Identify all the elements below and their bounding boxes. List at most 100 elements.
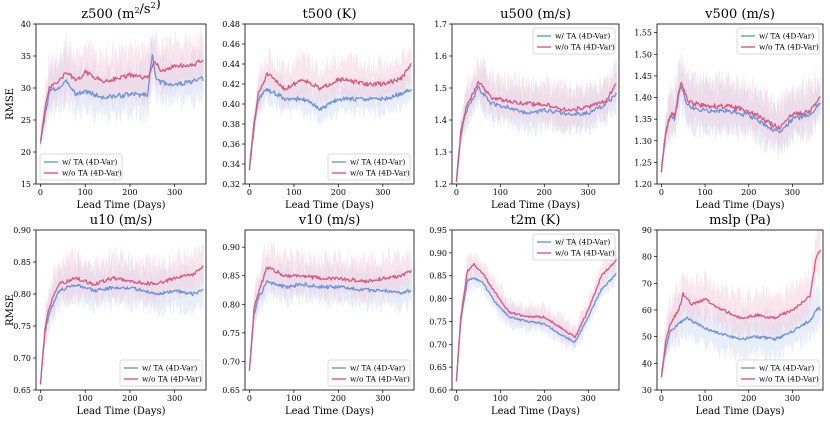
series-band-1: [249, 236, 412, 377]
x-tick-label: 0: [659, 394, 664, 403]
y-tick-label: 0.95: [429, 226, 447, 235]
x-axis-label: Lead Time (Days): [695, 406, 784, 417]
chart-panel-6: 0 100 200 300 0.60 0.65 0.70 0.75 0.80 0.85 0.90 0.…: [429, 213, 620, 417]
chart-panel-2: 0 100 200 300 1.2 1.3 1.4 1.5 1.6 1.7 u500 (m/s) Le…: [434, 7, 620, 211]
chart-panel-4: 0 100 200 300 0.65 0.70 0.75 0.80 0.85 0.90 u10 (m…: [5, 213, 207, 417]
y-tick-label: 70: [642, 279, 652, 288]
y-tick-label: 0.70: [13, 354, 31, 363]
series-line-0: [39, 283, 204, 385]
y-tick-label: 0.36: [222, 140, 240, 149]
x-tick-label: 300: [785, 394, 800, 403]
legend-box: [736, 27, 820, 55]
x-tick-label: 200: [537, 394, 552, 403]
x-tick-label: 0: [247, 394, 252, 403]
series-line-0: [455, 272, 617, 382]
plot-frame: [35, 229, 207, 391]
legend-label-1: w/o TA (4D-Var): [555, 249, 615, 258]
y-tick-label: 0.80: [429, 295, 447, 304]
legend: w/ TA (4D-Var) w/o TA (4D-Var): [532, 27, 616, 55]
x-tick-label: 0: [247, 188, 252, 197]
legend-label-0: w/ TA (4D-Var): [142, 364, 197, 373]
y-tick-label: 1.45: [634, 72, 652, 81]
series-band-1: [40, 239, 204, 388]
legend-box: [736, 359, 820, 387]
series-line-0: [455, 85, 617, 182]
y-tick-label: 0.85: [429, 272, 447, 281]
y-tick-label: 80: [642, 253, 652, 262]
y-tick-label: 0.70: [429, 340, 447, 349]
y-tick-label: 0.75: [13, 322, 31, 331]
legend-label-1: w/o TA (4D-Var): [759, 43, 819, 52]
y-tick-label: 0.42: [222, 80, 240, 89]
x-axis-label: Lead Time (Days): [285, 200, 374, 211]
legend-box: [119, 359, 203, 387]
chart-title: mslp (Pa): [709, 213, 771, 228]
y-tick-label: 0.90: [13, 226, 31, 235]
series-band-0: [661, 51, 821, 181]
chart-panel-3: 0 100 200 300 1.20 1.25 1.30 1.35 1.40 1.45 1.50 1.…: [634, 7, 824, 211]
y-tick-label: 0.70: [222, 357, 240, 366]
series-band-0: [661, 274, 821, 383]
series-line-1: [455, 80, 617, 182]
chart-panel-7: 0 100 200 300 30 40 50 60 70 80 90 mslp (Pa) Lead Ti…: [642, 213, 824, 417]
y-tick-label: 0.85: [222, 272, 240, 281]
x-tick-label: 300: [167, 394, 182, 403]
y-tick-label: 0.75: [222, 329, 240, 338]
y-tick-label: 15: [21, 180, 31, 189]
y-tick-label: 0.46: [222, 40, 240, 49]
series-line-1: [660, 249, 822, 378]
plot-frame: [35, 23, 207, 185]
y-tick-label: 0.80: [222, 300, 240, 309]
y-tick-label: 1.25: [634, 158, 652, 167]
chart-title: u500 (m/s): [500, 7, 571, 22]
legend-label-0: w/ TA (4D-Var): [555, 238, 610, 247]
plot-frame: [656, 23, 824, 185]
y-tick-label: 1.55: [634, 29, 652, 38]
legend-box: [532, 27, 616, 55]
y-axis-label: RMSE: [5, 88, 16, 120]
plot-frame: [451, 23, 620, 185]
series-line-0: [660, 85, 821, 173]
series-line-0: [39, 53, 204, 144]
x-tick-label: 300: [785, 188, 800, 197]
legend-label-0: w/ TA (4D-Var): [759, 364, 814, 373]
chart-title: t2m (K): [511, 213, 561, 228]
legend: w/ TA (4D-Var) w/o TA (4D-Var): [119, 359, 203, 387]
y-tick-label: 0.32: [222, 180, 240, 189]
x-axis-label: Lead Time (Days): [491, 406, 580, 417]
x-tick-label: 300: [375, 188, 390, 197]
series-line-1: [39, 59, 204, 141]
y-tick-label: 0.60: [429, 386, 447, 395]
x-tick-label: 0: [38, 188, 43, 197]
legend: w/ TA (4D-Var) w/o TA (4D-Var): [532, 233, 616, 261]
y-tick-label: 25: [21, 116, 31, 125]
x-tick-label: 300: [375, 394, 390, 403]
series-band-1: [456, 53, 617, 184]
x-tick-label: 100: [78, 394, 93, 403]
legend-label-1: w/o TA (4D-Var): [555, 43, 615, 52]
series-line-1: [248, 266, 412, 371]
legend-label-1: w/o TA (4D-Var): [62, 169, 122, 178]
x-tick-label: 200: [331, 394, 346, 403]
series-band-0: [456, 61, 617, 184]
y-tick-label: 0.85: [13, 258, 31, 267]
legend-label-0: w/ TA (4D-Var): [350, 158, 405, 167]
y-tick-label: 35: [21, 52, 31, 61]
x-tick-label: 100: [493, 188, 508, 197]
series-band-1: [456, 246, 617, 383]
legend-label-1: w/o TA (4D-Var): [350, 375, 410, 384]
y-tick-label: 0.34: [222, 160, 240, 169]
x-tick-label: 200: [741, 394, 756, 403]
y-tick-label: 90: [642, 226, 652, 235]
x-axis-label: Lead Time (Days): [76, 406, 165, 417]
y-tick-label: 60: [642, 306, 652, 315]
y-tick-label: 0.80: [13, 290, 31, 299]
legend: w/ TA (4D-Var) w/o TA (4D-Var): [736, 27, 820, 55]
y-tick-label: 0.90: [222, 243, 240, 252]
chart-title: u10 (m/s): [90, 213, 153, 228]
plot-frame: [244, 229, 415, 391]
x-tick-label: 200: [331, 188, 346, 197]
x-tick-label: 200: [122, 394, 137, 403]
y-tick-label: 20: [21, 148, 31, 157]
x-axis-label: Lead Time (Days): [491, 200, 580, 211]
